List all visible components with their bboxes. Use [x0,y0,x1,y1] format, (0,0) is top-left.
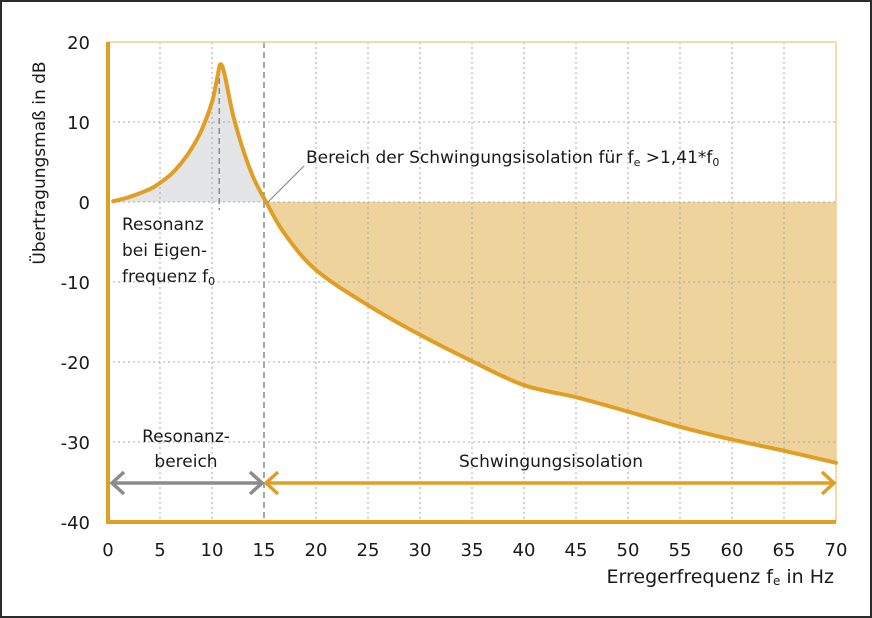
resonance-fill [113,64,267,202]
x-tick-label: 5 [154,540,165,561]
y-tick-label: 10 [67,113,90,134]
leader-line [267,165,305,203]
x-tick-label: 25 [357,540,380,561]
y-tick-label: 20 [67,33,90,54]
reference-lines [218,42,265,522]
schwingungsisolation-label: Schwingungsisolation [459,452,643,472]
x-tick-label: 45 [565,540,588,561]
y-axis-title: Übertragungsmaß in dB [28,61,50,264]
x-tick-label: 50 [617,540,640,561]
area-fills [113,64,837,463]
x-tick-label: 0 [102,540,113,561]
y-tick-label: -40 [61,513,90,534]
resonance-range-arrow [109,470,265,496]
x-tick-label: 20 [305,540,328,561]
resonance-label-line2: bei Eigen- [122,241,207,261]
y-tick-label: 0 [79,193,90,214]
resonance-label-line1: Resonanz [122,215,204,235]
y-tick-label: -30 [61,433,90,454]
x-tick-label: 30 [409,540,432,561]
resonance-label-line3: frequenz f0 [122,267,215,288]
x-tick-label: 55 [669,540,692,561]
x-axis-title: Erregerfrequenz fe in Hz [607,566,835,588]
x-tick-label: 70 [825,540,848,561]
isolation-range-arrow [263,470,837,496]
x-tick-label: 60 [721,540,744,561]
x-tick-label: 10 [201,540,224,561]
y-tick-label: -10 [61,273,90,294]
transmission-curve [111,62,838,465]
y-tick-labels: 20 10 0 -10 -20 -30 -40 [61,33,90,534]
isolation-fill [266,202,837,463]
y-tick-label: -20 [61,353,90,374]
isolation-condition-label: Bereich der Schwingungsisolation für fe … [306,148,719,169]
grid-lines [108,42,836,522]
x-tick-labels: 0 5 10 15 20 25 30 35 40 45 50 55 60 65 70 [102,540,847,561]
resonanzbereich-line2: bereich [154,452,217,472]
x-tick-label: 40 [513,540,536,561]
x-tick-label: 35 [461,540,484,561]
x-tick-label: 65 [773,540,796,561]
resonanzbereich-line1: Resonanz- [142,427,230,447]
x-tick-label: 15 [253,540,276,561]
